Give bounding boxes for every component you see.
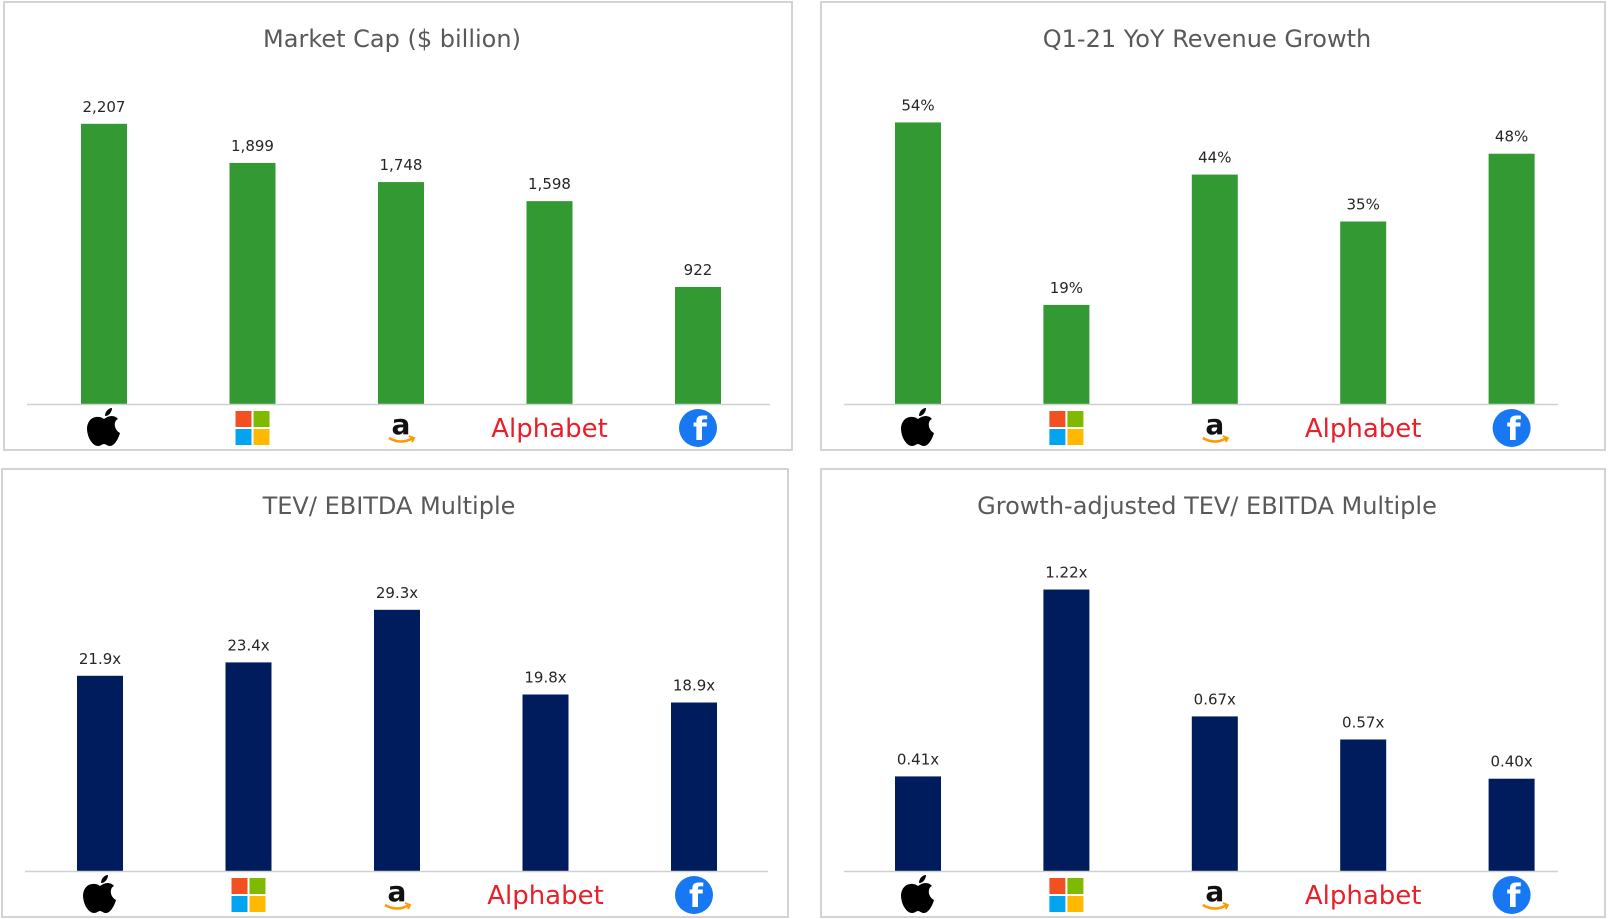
bar-tev-ebitda-alphabet [522, 694, 569, 871]
data-label-tev-ebitda-alphabet: 19.8x [524, 668, 566, 686]
bar-tev-ebitda-apple [77, 675, 123, 871]
bar-revenue-growth-apple [895, 122, 941, 404]
alphabet-logo: Alphabet [1305, 881, 1422, 911]
apple-icon [87, 408, 120, 446]
bar-growth-adjusted-amazon [1191, 716, 1238, 871]
bar-revenue-growth-amazon [1191, 174, 1238, 404]
svg-text:a: a [392, 408, 411, 441]
bar-growth-adjusted-microsoft [1043, 589, 1090, 871]
svg-text:a: a [388, 875, 407, 908]
bar-market-cap-facebook [675, 286, 721, 404]
svg-text:Alphabet: Alphabet [487, 881, 604, 911]
amazon-icon: a [384, 875, 412, 910]
bar-revenue-growth-facebook [1488, 153, 1535, 404]
microsoft-icon [235, 411, 270, 445]
bar-tev-ebitda-facebook [671, 702, 717, 871]
bar-growth-adjusted-alphabet [1340, 739, 1387, 871]
svg-text:a: a [1205, 408, 1224, 441]
alphabet-logo: Alphabet [491, 414, 608, 444]
data-label-revenue-growth-microsoft: 19% [1050, 279, 1083, 297]
chart-title: Growth-adjusted TEV/ EBITDA Multiple [977, 492, 1437, 520]
bar-revenue-growth-microsoft [1043, 304, 1090, 404]
chart-title: Market Cap ($ billion) [263, 25, 521, 53]
data-label-growth-adjusted-microsoft: 1.22x [1045, 564, 1087, 582]
data-label-market-cap-amazon: 1,748 [380, 156, 423, 174]
apple-icon [901, 875, 934, 913]
bar-market-cap-amazon [378, 182, 424, 404]
bar-tev-ebitda-amazon [374, 609, 420, 871]
chart-tev-ebitda: TEV/ EBITDA Multiple 21.9x 23.4x 29.3x a 19.8… [1, 468, 789, 918]
facebook-icon: f [1492, 409, 1531, 448]
data-label-revenue-growth-alphabet: 35% [1347, 196, 1380, 214]
chart-revenue-growth: Q1-21 YoY Revenue Growth 54% 19% 44% a 35% Alp… [820, 1, 1606, 451]
chart-growth-adjusted: Growth-adjusted TEV/ EBITDA Multiple 0.41… [820, 468, 1606, 918]
chart-title: TEV/ EBITDA Multiple [262, 492, 516, 520]
data-label-growth-adjusted-alphabet: 0.57x [1342, 713, 1384, 731]
amazon-icon: a [388, 408, 416, 443]
data-label-revenue-growth-facebook: 48% [1495, 128, 1528, 146]
data-label-growth-adjusted-apple: 0.41x [897, 750, 939, 768]
data-label-tev-ebitda-amazon: 29.3x [376, 584, 418, 602]
bar-growth-adjusted-facebook [1488, 778, 1535, 871]
bar-tev-ebitda-microsoft [225, 662, 272, 871]
alphabet-logo: Alphabet [1305, 414, 1422, 444]
data-label-market-cap-facebook: 922 [684, 261, 713, 279]
data-label-growth-adjusted-facebook: 0.40x [1490, 753, 1532, 771]
microsoft-icon [231, 878, 266, 912]
facebook-icon: f [675, 876, 713, 915]
svg-text:f: f [693, 410, 708, 448]
data-label-market-cap-apple: 2,207 [83, 98, 126, 116]
svg-text:f: f [689, 877, 704, 915]
facebook-icon: f [1492, 876, 1531, 915]
svg-text:Alphabet: Alphabet [491, 414, 608, 444]
bar-market-cap-apple [81, 123, 127, 405]
apple-icon [901, 408, 934, 446]
chart-title: Q1-21 YoY Revenue Growth [1043, 25, 1371, 53]
bar-market-cap-microsoft [229, 162, 276, 404]
svg-text:Alphabet: Alphabet [1305, 414, 1422, 444]
svg-text:Alphabet: Alphabet [1305, 881, 1422, 911]
svg-text:a: a [1205, 875, 1224, 908]
microsoft-icon [1049, 878, 1084, 912]
bar-growth-adjusted-apple [895, 776, 941, 871]
apple-icon [83, 875, 116, 913]
data-label-revenue-growth-apple: 54% [901, 96, 934, 114]
data-label-tev-ebitda-apple: 21.9x [79, 650, 121, 668]
data-label-tev-ebitda-microsoft: 23.4x [227, 636, 269, 654]
data-label-tev-ebitda-facebook: 18.9x [673, 677, 715, 695]
data-label-market-cap-microsoft: 1,899 [231, 137, 274, 155]
data-label-growth-adjusted-amazon: 0.67x [1194, 690, 1236, 708]
alphabet-logo: Alphabet [487, 881, 604, 911]
amazon-icon: a [1202, 408, 1230, 443]
data-label-market-cap-alphabet: 1,598 [528, 175, 571, 193]
data-label-revenue-growth-amazon: 44% [1198, 149, 1231, 167]
chart-market-cap: Market Cap ($ billion) 2,207 1,899 1,748 a 1,… [3, 1, 793, 451]
svg-text:f: f [1507, 877, 1522, 915]
svg-text:f: f [1507, 410, 1522, 448]
amazon-icon: a [1202, 875, 1230, 910]
bar-revenue-growth-alphabet [1340, 221, 1387, 404]
facebook-icon: f [679, 409, 717, 448]
microsoft-icon [1049, 411, 1084, 445]
bar-market-cap-alphabet [526, 201, 573, 404]
